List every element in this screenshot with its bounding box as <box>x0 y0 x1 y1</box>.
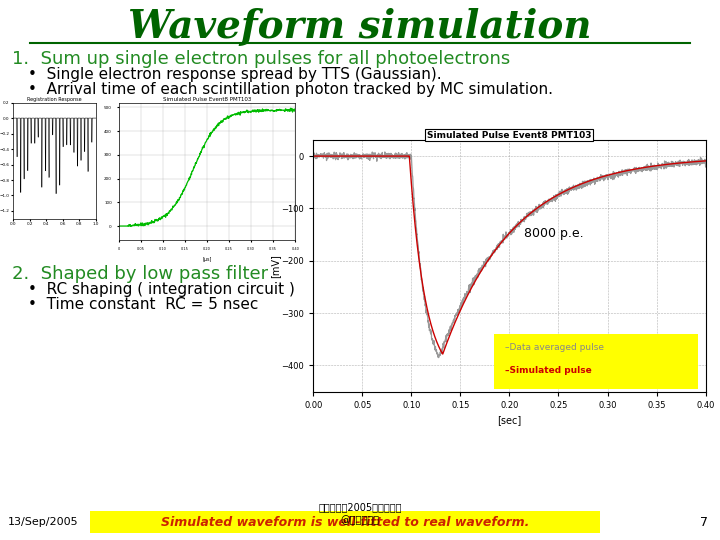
Y-axis label: [mV]: [mV] <box>270 254 280 278</box>
Title: Simulated Pulse Event8 PMT103: Simulated Pulse Event8 PMT103 <box>427 131 592 140</box>
Text: 2.  Shaped by low pass filter: 2. Shaped by low pass filter <box>12 265 268 283</box>
Title: Simulated Pulse Event8 PMT103: Simulated Pulse Event8 PMT103 <box>163 97 251 102</box>
Text: –Data averaged pulse: –Data averaged pulse <box>505 343 605 352</box>
X-axis label: [μs]: [μs] <box>202 257 212 262</box>
FancyArrowPatch shape <box>122 143 159 162</box>
Title: Registration Response: Registration Response <box>27 97 81 102</box>
Text: –Simulated pulse: –Simulated pulse <box>505 366 593 375</box>
FancyBboxPatch shape <box>90 511 600 533</box>
Text: Waveform simulation: Waveform simulation <box>128 8 592 46</box>
FancyArrowPatch shape <box>392 179 430 208</box>
X-axis label: [sec]: [sec] <box>498 415 521 425</box>
Text: @大阪市立大: @大阪市立大 <box>341 515 379 525</box>
Text: •  Time constant  RC = 5 nsec: • Time constant RC = 5 nsec <box>28 297 258 312</box>
Text: 8000 p.e.: 8000 p.e. <box>524 227 584 240</box>
Text: •  Arrival time of each scintillation photon tracked by MC simulation.: • Arrival time of each scintillation pho… <box>28 82 553 97</box>
Text: •  RC shaping ( integration circuit ): • RC shaping ( integration circuit ) <box>28 282 295 297</box>
Text: 7: 7 <box>700 516 708 529</box>
FancyBboxPatch shape <box>494 334 698 389</box>
Text: Simulated waveform is well-fitted to real waveform.: Simulated waveform is well-fitted to rea… <box>161 516 529 529</box>
Text: 1.  Sum up single electron pulses for all photoelectrons: 1. Sum up single electron pulses for all… <box>12 50 510 68</box>
Text: •  Single electron response spread by TTS (Gaussian).: • Single electron response spread by TTS… <box>28 67 441 82</box>
Text: 日本物理学2005年秋季大会: 日本物理学2005年秋季大会 <box>318 502 402 512</box>
Text: 13/Sep/2005: 13/Sep/2005 <box>8 517 78 527</box>
